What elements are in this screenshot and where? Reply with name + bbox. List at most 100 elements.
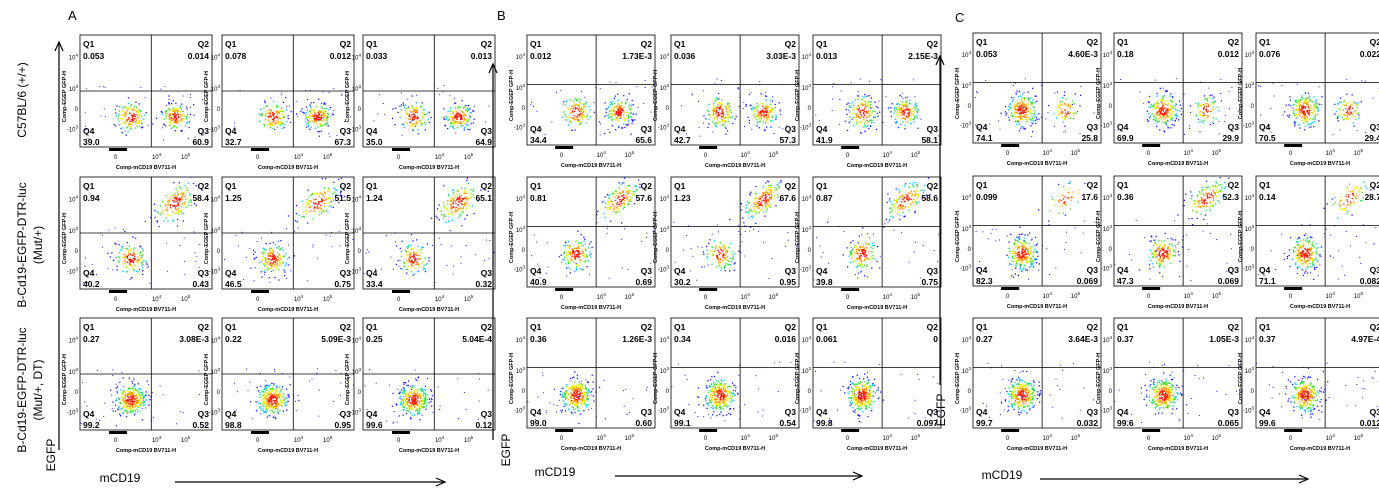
- event-dot: [609, 131, 611, 133]
- event-dot: [907, 96, 909, 98]
- event-dot: [413, 125, 416, 128]
- event-dot: [262, 395, 264, 397]
- event-dot: [745, 105, 747, 107]
- event-dot: [577, 109, 580, 111]
- event-dot: [901, 108, 903, 111]
- event-dot: [757, 104, 759, 107]
- event-dot: [401, 124, 403, 126]
- event-dot: [858, 116, 860, 119]
- event-dot: [408, 409, 411, 411]
- event-dot: [126, 261, 129, 264]
- event-dot: [430, 217, 433, 219]
- event-dot: [281, 122, 283, 125]
- event-dot: [764, 202, 766, 204]
- event-dot: [733, 258, 735, 260]
- event-dot: [569, 120, 571, 122]
- event-dot: [406, 398, 408, 400]
- event-dot: [770, 109, 772, 112]
- event-dot: [867, 101, 870, 103]
- event-dot: [758, 105, 761, 107]
- x-tick-label: 0: [397, 438, 401, 444]
- event-dot: [454, 115, 456, 117]
- event-dot: [777, 193, 779, 196]
- event-dot: [628, 189, 630, 192]
- event-dot: [622, 191, 624, 194]
- event-dot: [870, 109, 872, 112]
- event-dot: [765, 200, 767, 203]
- event-dot: [271, 410, 273, 412]
- event-dot: [403, 123, 405, 125]
- event-dot: [305, 118, 307, 120]
- quadrant-value-q1: 1.25: [225, 193, 242, 203]
- event-dot: [458, 201, 460, 204]
- event-dot: [399, 392, 401, 394]
- x-tick-label: 0: [114, 438, 118, 444]
- event-dot: [712, 113, 715, 115]
- event-dot: [717, 258, 719, 260]
- event-dot: [130, 401, 132, 403]
- event-dot: [135, 118, 137, 120]
- event-dot: [417, 413, 419, 415]
- event-dot: [186, 113, 189, 115]
- event-dot: [174, 116, 176, 118]
- event-dot: [322, 107, 324, 109]
- event-dot: [327, 211, 329, 213]
- quadrant-label-q4: Q4: [816, 124, 828, 134]
- event-dot: [870, 101, 873, 103]
- event-dot: [274, 124, 276, 126]
- event-dot: [627, 120, 630, 122]
- event-dot: [861, 133, 863, 135]
- event-dot: [288, 244, 290, 246]
- event-dot: [165, 217, 167, 219]
- event-dot: [324, 114, 326, 117]
- event-dot: [405, 262, 407, 264]
- event-dot: [470, 192, 472, 195]
- event-dot: [646, 236, 647, 238]
- event-dot: [80, 423, 82, 425]
- event-dot: [397, 260, 399, 262]
- event-dot: [142, 273, 144, 276]
- event-dot: [717, 111, 720, 114]
- event-dot: [457, 208, 459, 210]
- event-dot: [249, 381, 251, 383]
- event-dot: [902, 92, 904, 94]
- event-dot: [567, 251, 569, 253]
- event-dot: [461, 187, 463, 189]
- event-dot: [460, 262, 462, 264]
- event-dot: [125, 411, 128, 413]
- event-dot: [254, 267, 256, 269]
- event-dot: [562, 259, 564, 261]
- event-dot: [756, 202, 758, 204]
- event-dot: [306, 126, 308, 128]
- event-dot: [135, 405, 138, 407]
- event-dot: [275, 115, 277, 117]
- event-dot: [419, 419, 421, 421]
- event-dot: [420, 396, 422, 398]
- event-dot: [279, 109, 282, 112]
- event-dot: [767, 187, 769, 189]
- event-dot: [138, 121, 140, 124]
- event-dot: [725, 120, 727, 122]
- event-dot: [866, 95, 868, 97]
- event-dot: [617, 195, 619, 197]
- event-dot: [734, 253, 736, 255]
- event-dot: [715, 110, 717, 113]
- event-dot: [637, 106, 639, 108]
- event-dot: [896, 120, 898, 123]
- event-dot: [137, 110, 139, 112]
- event-dot: [472, 190, 474, 192]
- event-dot: [273, 399, 275, 402]
- event-dot: [307, 116, 310, 118]
- event-dot: [109, 389, 112, 391]
- event-dot: [759, 118, 761, 120]
- event-dot: [720, 116, 723, 118]
- event-dot: [403, 389, 405, 392]
- event-dot: [582, 103, 584, 105]
- event-dot: [129, 406, 131, 408]
- event-dot: [131, 382, 134, 385]
- event-dot: [301, 216, 303, 218]
- event-dot: [132, 394, 134, 396]
- event-dot: [620, 192, 622, 195]
- event-dot: [608, 208, 610, 211]
